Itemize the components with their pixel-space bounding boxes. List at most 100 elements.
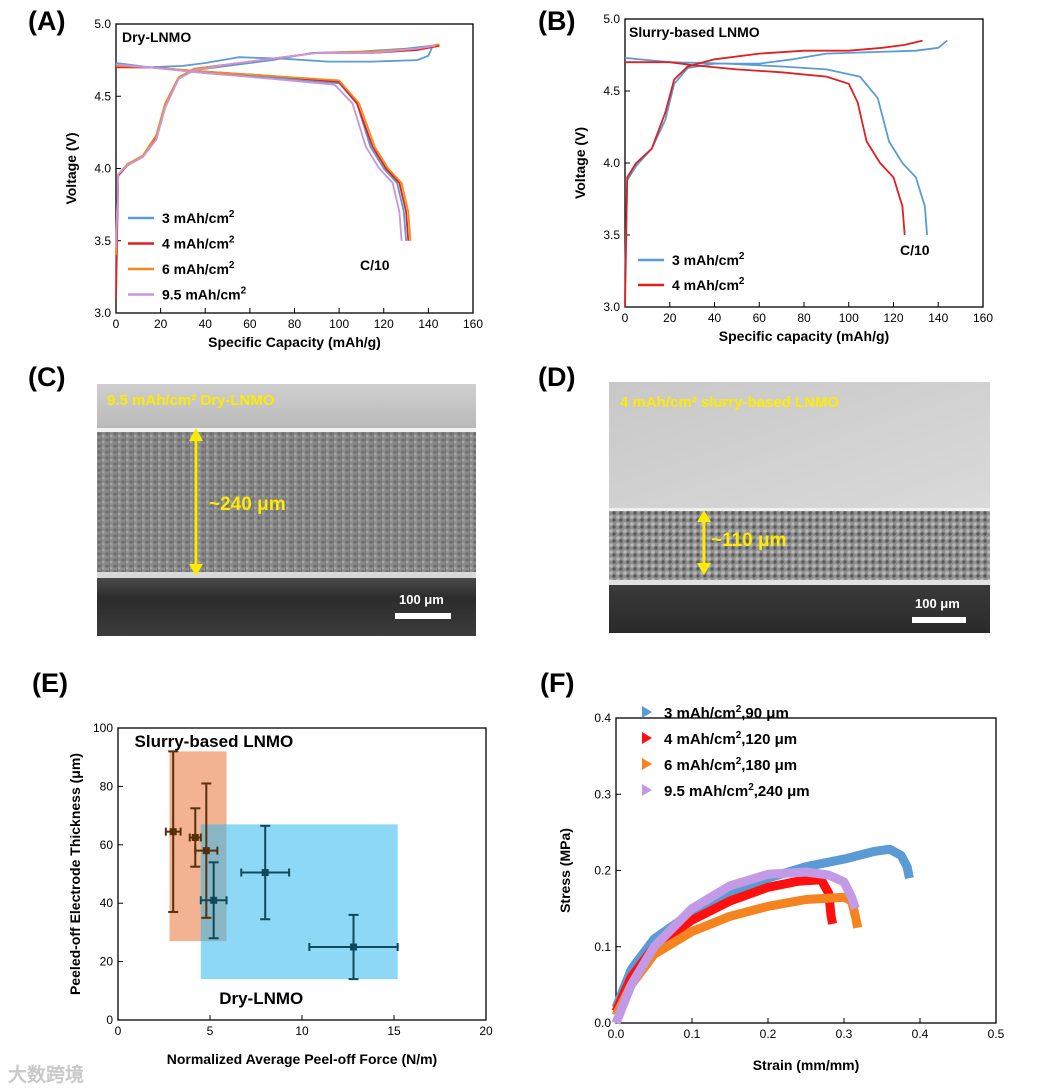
x-tick-label: 40 <box>708 311 722 325</box>
y-tick-label: 5.0 <box>603 12 620 26</box>
data-point <box>191 834 199 841</box>
series-line-discharge <box>624 57 928 236</box>
region-label-slurry: Slurry-based LNMO <box>135 732 294 751</box>
y-tick-label: 0.0 <box>594 1016 611 1030</box>
series-line-discharge <box>115 45 434 69</box>
region-label-dry: Dry-LNMO <box>219 989 303 1008</box>
x-tick-label: 0 <box>622 311 629 325</box>
stress-strain-curve <box>611 867 860 1025</box>
sem-c-scale-label: 100 μm <box>399 592 444 607</box>
x-tick-label: 40 <box>199 317 213 331</box>
x-tick-label: 140 <box>418 317 438 331</box>
data-point <box>169 828 177 836</box>
y-tick-label: 0.1 <box>594 940 611 954</box>
x-tick-label: 0.3 <box>836 1027 853 1041</box>
y-tick-label: 3.5 <box>603 228 620 242</box>
x-tick-label: 120 <box>374 317 394 331</box>
x-axis-label: Strain (mm/mm) <box>753 1057 860 1073</box>
sem-d-scale-label: 100 μm <box>915 596 960 611</box>
y-tick-label: 3.5 <box>94 234 111 248</box>
y-axis-label: Voltage (V) <box>63 132 79 204</box>
data-point <box>261 869 269 877</box>
x-tick-label: 0.1 <box>684 1027 701 1041</box>
series-line-discharge <box>115 65 412 241</box>
y-tick-label: 0.3 <box>594 787 611 801</box>
x-tick-label: 120 <box>883 311 903 325</box>
sem-c-title: 9.5 mAh/cm² Dry-LNMO <box>107 392 275 409</box>
y-tick-label: 4.5 <box>94 89 111 103</box>
x-tick-label: 0.4 <box>912 1027 929 1041</box>
y-tick-label: 3.0 <box>94 306 111 320</box>
y-axis-label: Voltage (V) <box>572 127 588 199</box>
rate-annotation: C/10 <box>360 257 390 273</box>
x-tick-label: 0.2 <box>760 1027 777 1041</box>
y-tick-label: 80 <box>100 779 114 793</box>
legend-marker <box>642 758 652 770</box>
region-dry <box>200 824 398 980</box>
y-axis-label: Stress (MPa) <box>557 828 573 913</box>
y-tick-label: 0 <box>106 1013 113 1027</box>
x-tick-label: 5 <box>207 1024 214 1038</box>
x-tick-label: 80 <box>288 317 302 331</box>
x-tick-label: 60 <box>753 311 767 325</box>
y-tick-label: 4.5 <box>603 84 620 98</box>
series-line-charge <box>624 39 923 308</box>
chart-e: Slurry-based LNMO Dry-LNMO 0 5 10 15 20 0 20 40 60… <box>67 721 493 1067</box>
y-tick-label: 20 <box>100 955 114 969</box>
series-line-discharge2 <box>115 62 407 241</box>
sem-d-scale-bar <box>912 617 966 623</box>
legend-label: 3 mAh/cm2 <box>672 251 745 268</box>
sem-image-c: 9.5 mAh/cm² Dry-LNMO ~240 μm 100 μm <box>97 384 476 636</box>
series-line-discharge <box>115 63 403 241</box>
series-line-discharge <box>116 66 410 241</box>
legend-marker <box>642 732 652 744</box>
panel-label-e: (E) <box>32 668 68 698</box>
y-tick-label: 4.0 <box>94 162 111 176</box>
legend-marker <box>642 706 652 718</box>
panel-label-b: (B) <box>538 6 576 36</box>
rate-annotation: C/10 <box>900 242 930 258</box>
y-tick-label: 5.0 <box>94 17 111 31</box>
chart-title: Slurry-based LNMO <box>629 24 760 40</box>
legend-marker <box>642 784 652 796</box>
x-tick-label: 10 <box>295 1024 309 1038</box>
x-tick-label: 160 <box>463 317 483 331</box>
legend-label: 4 mAh/cm2 <box>162 235 235 252</box>
y-tick-label: 3.0 <box>603 300 620 314</box>
y-axis-label: Peeled-off Electrode Thickness (μm) <box>67 753 83 995</box>
y-tick-label: 40 <box>100 896 114 910</box>
legend-label: 4 mAh/cm2,120 μm <box>664 730 797 748</box>
x-tick-label: 80 <box>797 311 811 325</box>
chart-f: 0.0 0.1 0.2 0.3 0.4 0.5 0.0 0.1 0.2 0.3 0.4 Strain … <box>557 704 1005 1073</box>
x-tick-label: 20 <box>154 317 168 331</box>
panel-label-c: (C) <box>28 362 66 392</box>
y-tick-label: 0.4 <box>594 711 611 725</box>
chart-title: Dry-LNMO <box>122 29 191 45</box>
legend-label: 3 mAh/cm2,90 μm <box>664 704 789 722</box>
legend-label: 4 mAh/cm2 <box>672 276 745 293</box>
sem-d-title: 4 mAh/cm² slurry-based LNMO <box>620 394 840 411</box>
stress-strain-curve <box>611 844 914 1010</box>
x-tick-label: 100 <box>839 311 859 325</box>
data-point <box>202 847 210 855</box>
panel-label-f: (F) <box>540 668 575 698</box>
panel-label-d: (D) <box>538 362 576 392</box>
x-tick-label: 15 <box>387 1024 401 1038</box>
series-line-charge <box>115 44 436 249</box>
x-tick-label: 20 <box>663 311 677 325</box>
panel-label-a: (A) <box>28 6 66 36</box>
chart-a: 0 20 40 60 80 100 120 140 160 3.0 3.5 4.0 4.5 5.0 Spec… <box>63 17 483 350</box>
x-tick-label: 0 <box>113 317 120 331</box>
x-tick-label: 20 <box>479 1024 493 1038</box>
series-line-discharge <box>625 61 906 236</box>
sem-image-d: 4 mAh/cm² slurry-based LNMO ~110 μm 100 … <box>609 382 990 633</box>
x-tick-label: 100 <box>329 317 349 331</box>
watermark: 大数跨境 <box>8 1064 85 1086</box>
sem-d-thickness: ~110 μm <box>711 530 787 551</box>
x-tick-label: 140 <box>928 311 948 325</box>
y-tick-label: 60 <box>100 838 114 852</box>
y-tick-label: 0.2 <box>594 864 611 878</box>
x-tick-label: 160 <box>973 311 993 325</box>
x-tick-label: 0.0 <box>608 1027 625 1041</box>
series-line-charge <box>624 39 948 279</box>
